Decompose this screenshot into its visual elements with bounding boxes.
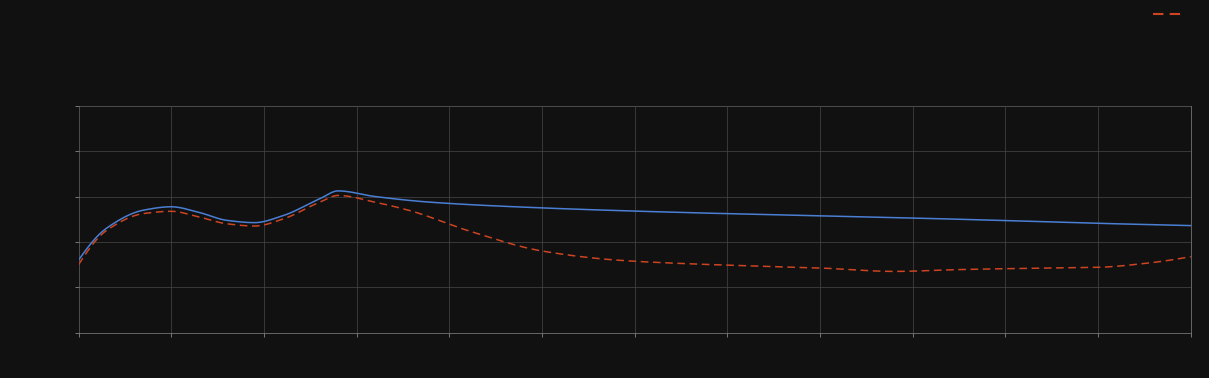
Legend: , : , xyxy=(1151,0,1185,22)
